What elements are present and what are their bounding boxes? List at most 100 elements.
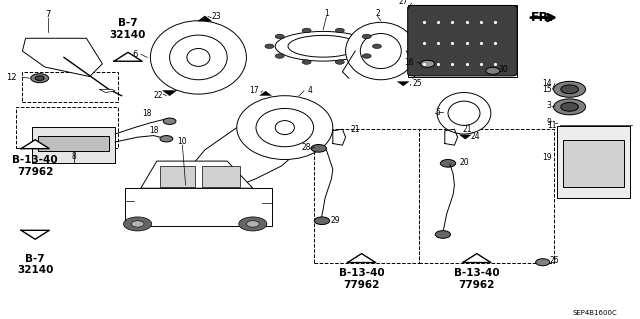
Text: 30: 30 [498, 65, 508, 74]
Text: 3: 3 [547, 101, 552, 110]
Circle shape [275, 54, 284, 58]
Bar [22, 72, 118, 102]
Ellipse shape [150, 21, 246, 94]
Circle shape [131, 221, 144, 227]
Text: 9: 9 [547, 118, 552, 127]
Circle shape [362, 54, 371, 58]
Text: 27: 27 [399, 0, 408, 6]
Text: 20: 20 [460, 158, 469, 167]
Circle shape [536, 259, 550, 266]
Circle shape [246, 221, 259, 227]
Circle shape [160, 136, 173, 142]
Ellipse shape [360, 33, 401, 69]
Text: 18: 18 [149, 126, 158, 135]
Polygon shape [22, 38, 102, 77]
Ellipse shape [187, 48, 210, 66]
Text: 16: 16 [404, 58, 414, 67]
Ellipse shape [437, 93, 491, 134]
Ellipse shape [275, 121, 294, 135]
Circle shape [486, 67, 500, 74]
Text: 6: 6 [132, 50, 138, 59]
Bar [32, 127, 115, 163]
Text: 21: 21 [351, 125, 360, 134]
Text: 10: 10 [177, 137, 188, 146]
Circle shape [311, 145, 326, 152]
Text: 12: 12 [6, 73, 17, 82]
Bar [563, 140, 624, 187]
Text: SEP4B1600C: SEP4B1600C [573, 310, 618, 316]
Text: 26: 26 [549, 256, 559, 265]
Text: 25: 25 [413, 79, 422, 88]
Circle shape [440, 160, 456, 167]
Bar [38, 136, 109, 151]
Circle shape [372, 44, 381, 48]
Circle shape [31, 74, 49, 83]
Circle shape [435, 231, 451, 238]
Text: 21: 21 [462, 125, 472, 134]
Polygon shape [463, 254, 491, 263]
Circle shape [335, 60, 344, 64]
Circle shape [265, 44, 274, 48]
Text: 24: 24 [470, 132, 480, 141]
Text: 23: 23 [211, 12, 221, 21]
Circle shape [275, 34, 284, 39]
Circle shape [561, 102, 579, 111]
Text: 1: 1 [324, 9, 329, 18]
Text: 4: 4 [307, 86, 312, 95]
Text: B-13-40
77962: B-13-40 77962 [12, 155, 58, 177]
Text: 15: 15 [542, 85, 552, 94]
Ellipse shape [275, 31, 371, 61]
Text: 7: 7 [45, 10, 51, 19]
Text: 19: 19 [542, 153, 552, 162]
Circle shape [124, 217, 152, 231]
Polygon shape [160, 166, 195, 187]
Polygon shape [459, 135, 472, 139]
Bar [419, 129, 554, 263]
Text: B-7
32140: B-7 32140 [110, 18, 146, 40]
Text: B-13-40
77962: B-13-40 77962 [454, 268, 500, 290]
Ellipse shape [346, 22, 416, 80]
Text: 14: 14 [542, 79, 552, 88]
Circle shape [554, 99, 586, 115]
FancyBboxPatch shape [408, 5, 517, 76]
Polygon shape [99, 89, 115, 93]
Text: 5: 5 [435, 108, 440, 117]
Circle shape [239, 217, 267, 231]
Polygon shape [21, 140, 49, 149]
Circle shape [420, 60, 435, 67]
Text: 22: 22 [154, 91, 163, 100]
Circle shape [35, 76, 44, 80]
Polygon shape [397, 81, 410, 86]
Text: B-7
32140: B-7 32140 [17, 254, 53, 275]
Ellipse shape [237, 96, 333, 160]
Text: 11: 11 [547, 121, 557, 130]
Circle shape [314, 217, 330, 225]
Text: FR.: FR. [531, 11, 554, 24]
Polygon shape [125, 188, 272, 226]
Ellipse shape [448, 101, 480, 125]
Circle shape [362, 34, 371, 39]
Text: 17: 17 [250, 86, 259, 95]
Circle shape [335, 28, 344, 33]
Polygon shape [162, 90, 177, 96]
Polygon shape [259, 91, 272, 96]
Polygon shape [348, 254, 376, 263]
Circle shape [302, 28, 311, 33]
Polygon shape [197, 16, 212, 21]
Text: 18: 18 [143, 109, 152, 118]
Text: 2: 2 [375, 9, 380, 18]
Ellipse shape [256, 108, 314, 147]
Ellipse shape [288, 35, 358, 57]
Bar [408, 5, 517, 77]
Text: B-13-40
77962: B-13-40 77962 [339, 268, 385, 290]
Circle shape [302, 60, 311, 64]
Polygon shape [141, 161, 253, 188]
Text: 28: 28 [301, 143, 311, 152]
Bar [16, 107, 118, 148]
Polygon shape [21, 230, 49, 239]
Circle shape [163, 118, 176, 124]
Bar [557, 126, 630, 198]
Text: 8: 8 [71, 152, 76, 161]
Circle shape [554, 81, 586, 97]
Polygon shape [114, 52, 142, 61]
